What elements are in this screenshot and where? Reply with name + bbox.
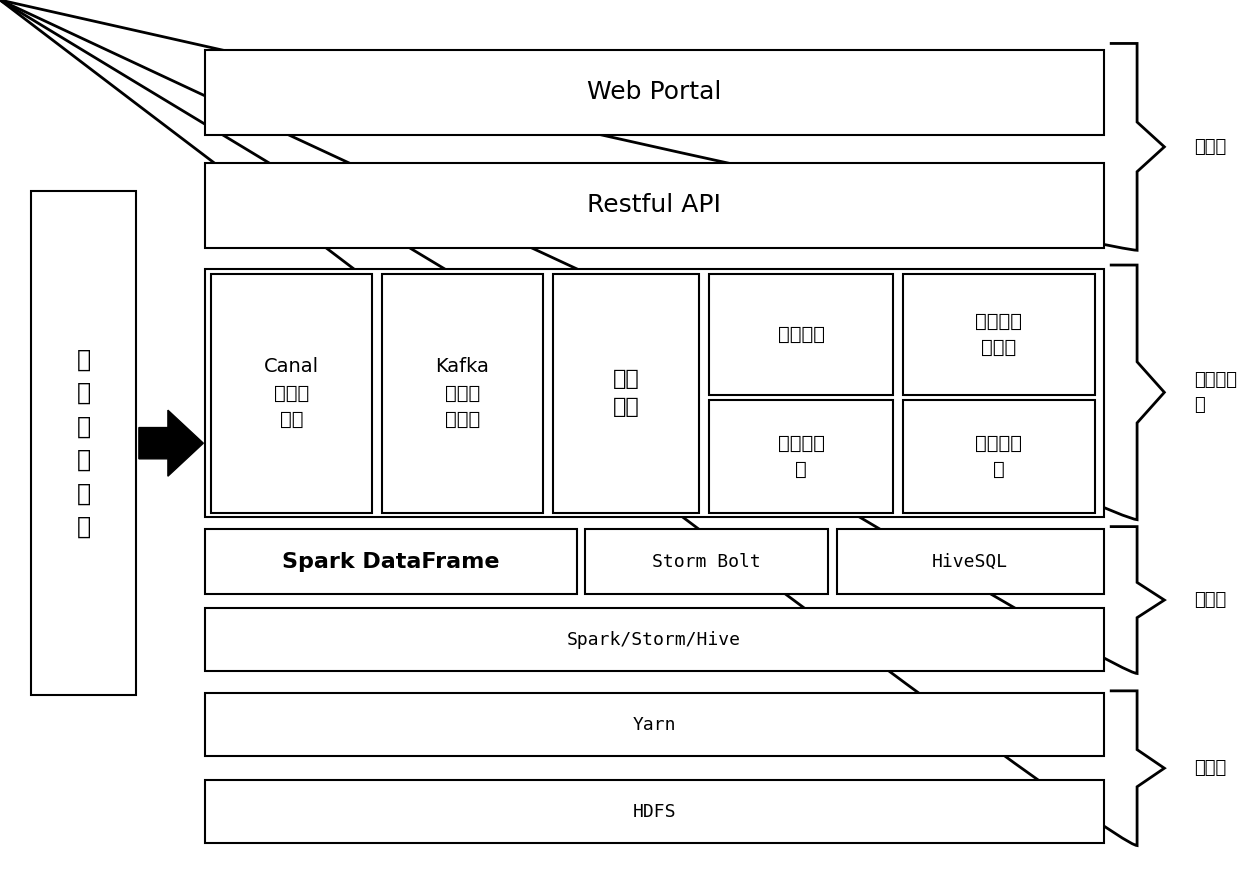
Text: 大屏配置
化: 大屏配置 化	[777, 434, 825, 479]
FancyBboxPatch shape	[205, 608, 1104, 671]
Text: Storm Bolt: Storm Bolt	[652, 553, 761, 571]
FancyBboxPatch shape	[382, 274, 543, 513]
FancyBboxPatch shape	[205, 269, 1104, 517]
FancyBboxPatch shape	[205, 163, 1104, 248]
FancyBboxPatch shape	[709, 400, 893, 513]
FancyBboxPatch shape	[205, 693, 1104, 756]
FancyBboxPatch shape	[205, 780, 1104, 843]
Polygon shape	[139, 410, 203, 476]
Text: Web Portal: Web Portal	[587, 80, 722, 104]
Text: HDFS: HDFS	[632, 803, 676, 820]
FancyBboxPatch shape	[31, 191, 136, 695]
FancyBboxPatch shape	[585, 529, 828, 594]
Text: Kafka
缓存消
息缓存: Kafka 缓存消 息缓存	[435, 357, 490, 429]
Text: Yarn: Yarn	[632, 716, 676, 733]
FancyBboxPatch shape	[553, 274, 699, 513]
FancyBboxPatch shape	[837, 529, 1104, 594]
Text: Canal
数据源
监听: Canal 数据源 监听	[264, 357, 319, 429]
FancyBboxPatch shape	[205, 50, 1104, 135]
Text: 过滤
处理: 过滤 处理	[613, 369, 640, 417]
FancyBboxPatch shape	[709, 274, 893, 395]
FancyBboxPatch shape	[205, 529, 577, 594]
Text: 基础层: 基础层	[1194, 760, 1226, 777]
Text: 关
系
型
数
据
源: 关 系 型 数 据 源	[77, 348, 91, 539]
Text: Spark DataFrame: Spark DataFrame	[281, 552, 500, 572]
FancyBboxPatch shape	[903, 400, 1095, 513]
Text: 框架层: 框架层	[1194, 591, 1226, 608]
Text: 定时任务: 定时任务	[777, 325, 825, 344]
FancyBboxPatch shape	[903, 274, 1095, 395]
Text: 可视化大
屏: 可视化大 屏	[976, 434, 1022, 479]
FancyBboxPatch shape	[211, 274, 372, 513]
Text: HiveSQL: HiveSQL	[932, 553, 1008, 571]
Text: 自定义统
计指标: 自定义统 计指标	[976, 312, 1022, 357]
Text: Spark/Storm/Hive: Spark/Storm/Hive	[567, 631, 742, 648]
Text: 交互层: 交互层	[1194, 138, 1226, 156]
Text: Restful API: Restful API	[587, 193, 722, 217]
Text: 逻辑抽象
层: 逻辑抽象 层	[1194, 371, 1238, 415]
